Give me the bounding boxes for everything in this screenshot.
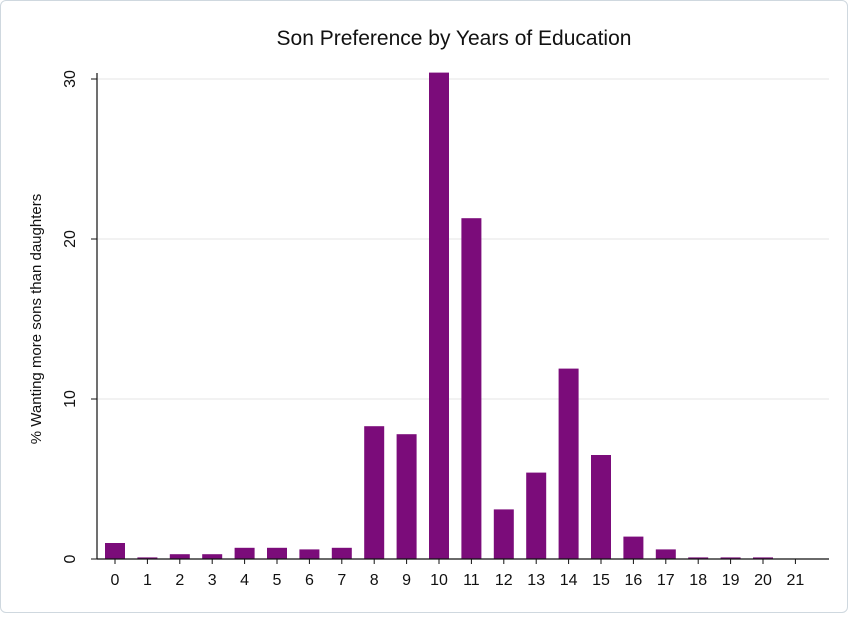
x-tick-label: 12 (495, 572, 513, 589)
x-tick-label: 18 (689, 572, 707, 589)
bar-10 (429, 72, 449, 559)
bar-9 (396, 434, 417, 559)
bar-7 (331, 547, 352, 559)
bar-17 (655, 549, 676, 559)
x-tick-label: 7 (337, 572, 346, 589)
x-tick-label: 0 (111, 572, 120, 589)
bar-4 (234, 547, 255, 559)
bar-13 (526, 472, 547, 559)
x-tick-label: 16 (625, 572, 643, 589)
y-tick-label: 10 (62, 390, 79, 408)
x-tick-label: 6 (305, 572, 314, 589)
y-tick-labels: 0 10 20 30 (62, 70, 79, 563)
bar-18 (688, 557, 709, 559)
x-tick-label: 15 (592, 572, 610, 589)
bar-2 (169, 554, 190, 559)
bar-15 (591, 455, 611, 559)
bars (105, 72, 773, 559)
x-tick-label: 11 (463, 572, 480, 589)
bar-1 (137, 557, 158, 559)
x-tick-label: 13 (527, 572, 545, 589)
x-tick-label: 10 (430, 572, 448, 589)
x-tick-label: 19 (722, 572, 740, 589)
x-tick-label: 20 (754, 572, 772, 589)
x-tick-label: 5 (273, 572, 282, 589)
x-tick-label: 4 (240, 572, 249, 589)
x-tick-label: 21 (787, 572, 805, 589)
bar-11 (461, 218, 482, 559)
bar-20 (753, 557, 773, 559)
bar-3 (202, 554, 223, 559)
x-tick-label: 17 (657, 572, 675, 589)
x-tick-label: 8 (370, 572, 379, 589)
axes (91, 73, 829, 564)
y-axis-label: % Wanting more sons than daughters (28, 194, 45, 444)
bar-8 (364, 426, 385, 559)
x-tick-label: 9 (402, 572, 411, 589)
bar-6 (299, 549, 320, 559)
bar-19 (720, 557, 741, 559)
x-tick-label: 1 (143, 572, 152, 589)
bar-16 (623, 536, 644, 559)
x-tick-label: 2 (175, 572, 184, 589)
bar-14 (558, 368, 579, 559)
y-tick-label: 30 (62, 70, 79, 88)
chart-title: Son Preference by Years of Education (277, 27, 632, 50)
bar-0 (105, 543, 125, 559)
y-tick-label: 20 (62, 230, 79, 248)
x-tick-label: 14 (560, 572, 578, 589)
x-tick-label: 3 (208, 572, 217, 589)
x-tick-labels: 0 1 2 3 4 5 6 7 8 9 10 11 12 13 14 15 16 17 18 19 20 21 (111, 572, 805, 589)
bar-5 (267, 547, 287, 559)
y-tick-label: 0 (62, 554, 79, 563)
bar-12 (493, 509, 514, 559)
